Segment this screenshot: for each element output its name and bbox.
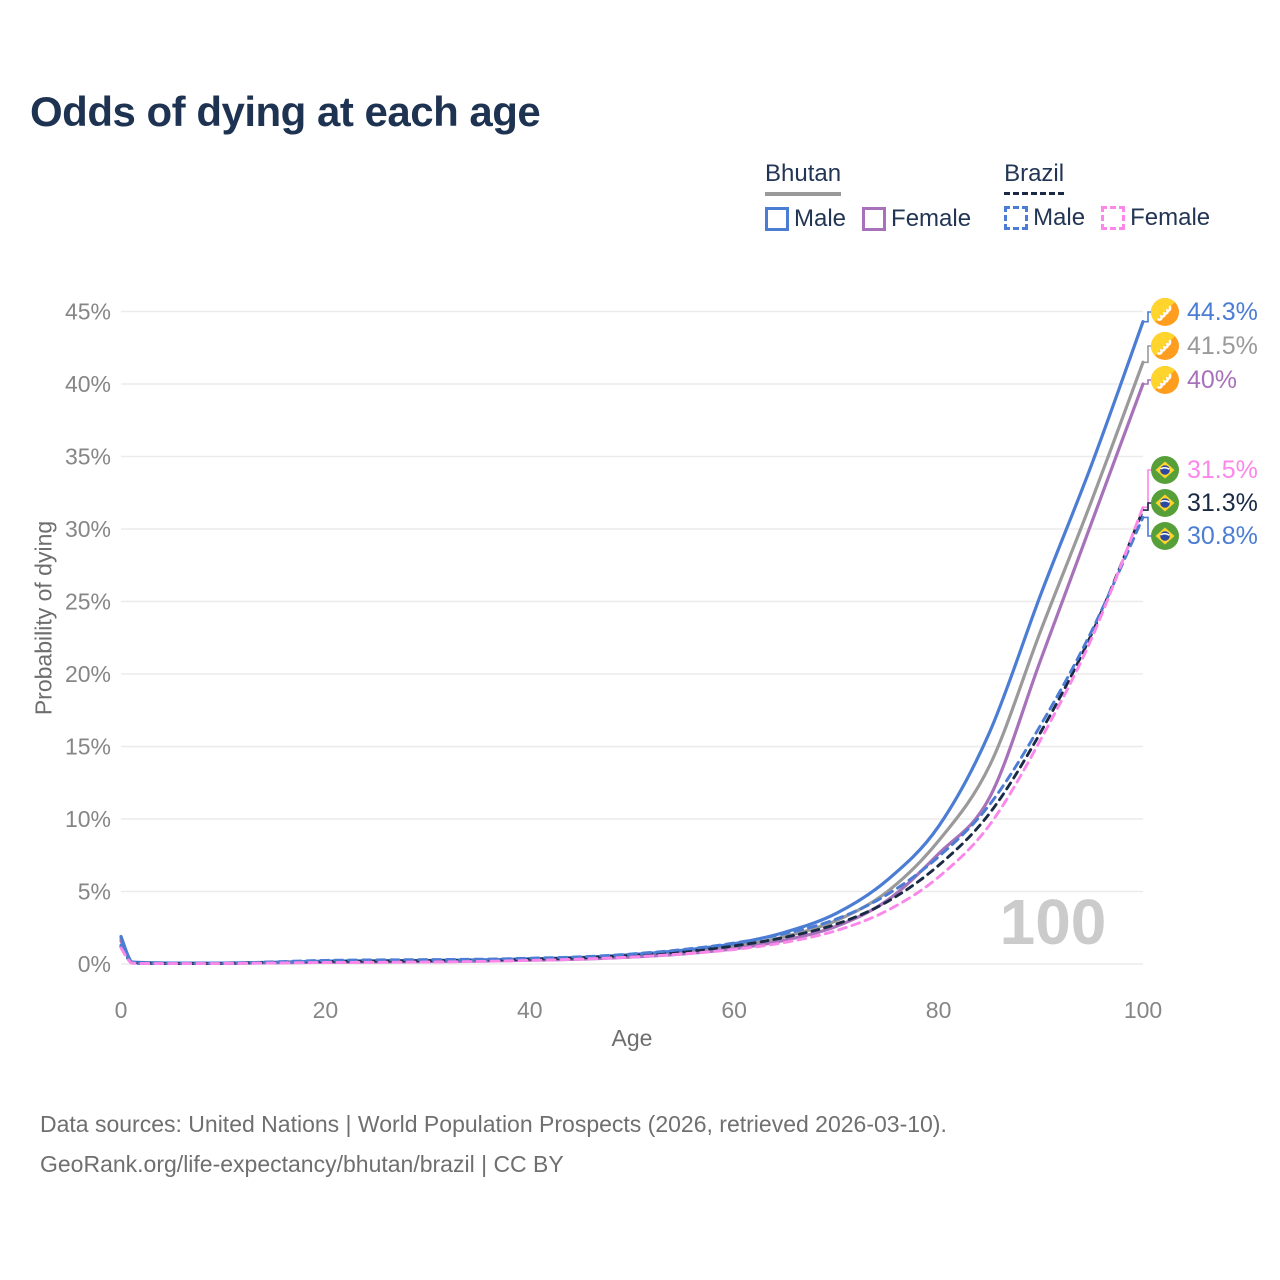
legend-item-brazil-female[interactable]: Female xyxy=(1101,204,1210,232)
legend-item-brazil-male[interactable]: Male xyxy=(1004,204,1085,232)
legend-item-label: Female xyxy=(1130,204,1211,231)
chart-footer: Data sources: United Nations | World Pop… xyxy=(40,1104,947,1184)
bhutan-female-swatch-icon xyxy=(862,207,887,231)
legend-group-bhutan: Bhutan Male Female xyxy=(765,160,971,233)
legend-item-label: Male xyxy=(794,205,847,232)
legend-item-bhutan-female[interactable]: Female xyxy=(862,205,971,233)
series-line-bhutan-both-sexes[interactable] xyxy=(119,360,1145,965)
y-tick-label: 30% xyxy=(65,516,111,542)
series-line-bhutan-male[interactable] xyxy=(119,320,1145,965)
bhutan-male-swatch-icon xyxy=(765,207,789,231)
legend-country-brazil[interactable]: Brazil xyxy=(1004,160,1065,195)
x-tick-label: 20 xyxy=(313,997,339,1023)
x-tick-label: 40 xyxy=(517,997,543,1023)
series-line-brazil-both-sexes[interactable] xyxy=(119,508,1145,965)
chart-legend: Bhutan Male Female Brazil Male xyxy=(765,160,1210,233)
age-cursor-watermark: 100 xyxy=(1000,886,1107,958)
y-tick-label: 5% xyxy=(78,879,111,905)
x-tick-label: 0 xyxy=(115,997,128,1023)
legend-country-bhutan[interactable]: Bhutan xyxy=(765,160,842,196)
attribution-text: GeoRank.org/life-expectancy/bhutan/brazi… xyxy=(40,1151,564,1177)
y-tick-label: 0% xyxy=(78,951,111,977)
leader-line-brazil-male xyxy=(1143,516,1152,537)
x-tick-label: 60 xyxy=(721,997,747,1023)
y-tick-label: 15% xyxy=(65,734,111,760)
brazil-male-swatch-icon xyxy=(1004,206,1029,230)
y-tick-label: 25% xyxy=(65,589,111,615)
series-line-brazil-male[interactable] xyxy=(119,515,1145,965)
leader-line-brazil-both-sexes xyxy=(1143,502,1152,511)
legend-group-brazil: Brazil Male Female xyxy=(1004,160,1210,233)
legend-item-bhutan-male[interactable]: Male xyxy=(765,205,846,233)
y-tick-label: 45% xyxy=(65,299,111,325)
x-tick-label: 100 xyxy=(1124,997,1162,1023)
y-tick-label: 35% xyxy=(65,444,111,470)
chart-title: Odds of dying at each age xyxy=(30,88,541,135)
y-tick-label: 10% xyxy=(65,806,111,832)
x-axis-title: Age xyxy=(612,1025,653,1051)
legend-item-label: Female xyxy=(891,205,972,232)
data-sources-text: Data sources: United Nations | World Pop… xyxy=(40,1111,947,1137)
brazil-female-swatch-icon xyxy=(1101,206,1126,230)
leader-line-bhutan-male xyxy=(1143,311,1152,323)
legend-item-label: Male xyxy=(1033,204,1086,231)
leader-line-bhutan-female xyxy=(1143,379,1152,385)
x-tick-label: 80 xyxy=(926,997,952,1023)
leader-line-brazil-female xyxy=(1143,469,1152,509)
series-line-brazil-female[interactable] xyxy=(119,505,1145,966)
leader-line-bhutan-both-sexes xyxy=(1143,345,1152,364)
y-tick-label: 40% xyxy=(65,371,111,397)
y-tick-label: 20% xyxy=(65,661,111,687)
